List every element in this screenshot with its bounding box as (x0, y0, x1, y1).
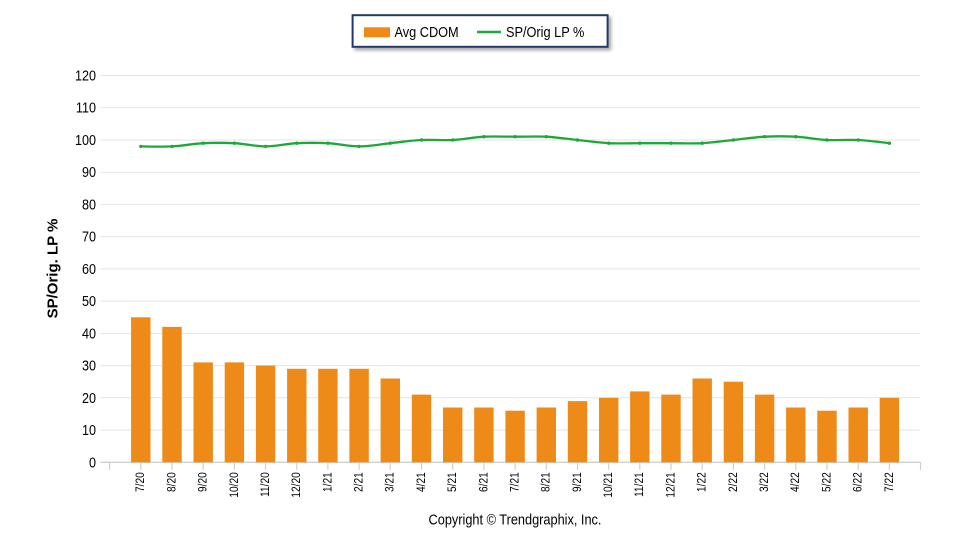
svg-text:100: 100 (75, 131, 96, 148)
svg-text:7/20: 7/20 (134, 472, 147, 492)
svg-text:10/21: 10/21 (602, 472, 615, 497)
svg-text:Avg CDOM: Avg CDOM (395, 23, 459, 40)
svg-text:30: 30 (82, 357, 96, 374)
svg-text:2/22: 2/22 (727, 472, 740, 492)
svg-text:9/20: 9/20 (197, 472, 210, 492)
svg-text:8/21: 8/21 (540, 472, 553, 492)
svg-text:60: 60 (82, 260, 96, 277)
svg-text:6/21: 6/21 (478, 472, 491, 492)
svg-text:20: 20 (82, 389, 96, 406)
svg-text:50: 50 (82, 292, 96, 309)
svg-text:3/22: 3/22 (758, 472, 771, 492)
svg-text:120: 120 (75, 66, 96, 83)
svg-text:1/22: 1/22 (696, 472, 709, 492)
svg-text:SP/Orig LP %: SP/Orig LP % (506, 23, 584, 40)
svg-text:9/21: 9/21 (571, 472, 584, 492)
svg-text:0: 0 (89, 453, 96, 470)
svg-text:5/22: 5/22 (821, 472, 834, 492)
svg-text:6/22: 6/22 (852, 472, 865, 492)
svg-text:7/22: 7/22 (883, 472, 896, 492)
svg-text:8/20: 8/20 (166, 472, 179, 492)
svg-text:110: 110 (76, 99, 96, 116)
svg-text:2/21: 2/21 (353, 472, 366, 492)
svg-text:90: 90 (82, 163, 96, 180)
svg-text:7/21: 7/21 (509, 472, 522, 492)
svg-text:70: 70 (82, 228, 96, 245)
svg-text:5/21: 5/21 (446, 472, 459, 492)
svg-text:10/20: 10/20 (228, 472, 241, 497)
svg-text:SP/Orig. LP %: SP/Orig. LP % (45, 219, 62, 319)
svg-text:1/21: 1/21 (322, 472, 335, 492)
svg-text:Copyright © Trendgraphix, Inc.: Copyright © Trendgraphix, Inc. (429, 510, 602, 527)
svg-text:4/22: 4/22 (789, 472, 802, 492)
svg-text:11/21: 11/21 (633, 472, 646, 497)
svg-text:80: 80 (82, 195, 96, 212)
svg-text:11/20: 11/20 (259, 472, 272, 497)
svg-text:10: 10 (82, 421, 96, 438)
svg-text:3/21: 3/21 (384, 472, 397, 492)
svg-text:12/20: 12/20 (290, 472, 303, 497)
svg-text:40: 40 (82, 324, 96, 341)
svg-text:12/21: 12/21 (665, 472, 678, 497)
svg-text:4/21: 4/21 (415, 472, 428, 492)
